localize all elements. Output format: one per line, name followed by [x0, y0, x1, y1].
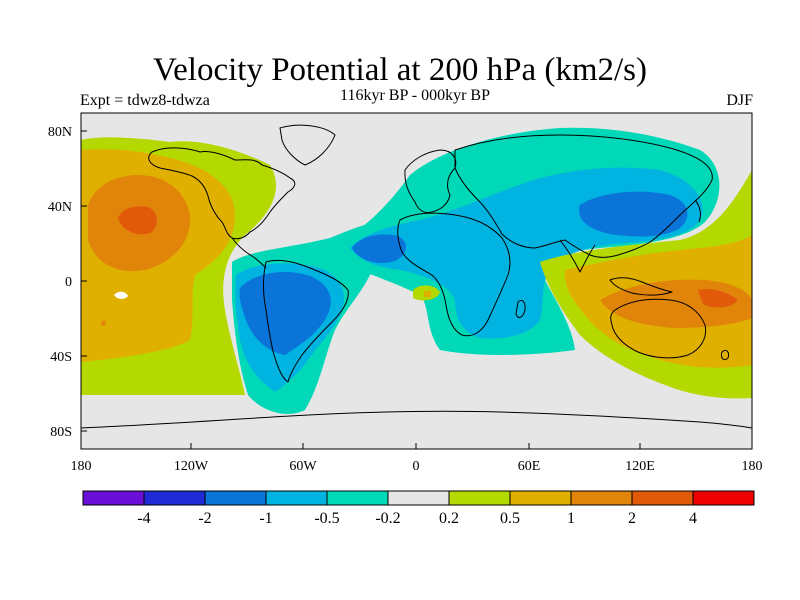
coast-india [559, 239, 596, 273]
colorbar-label: -0.2 [375, 510, 400, 527]
colorbar-label: -4 [137, 510, 150, 527]
coast-indonesia [609, 277, 673, 296]
coast-madagascar [515, 299, 526, 318]
colorbar-label: 2 [628, 510, 636, 527]
atlantic-negative-1 [352, 234, 406, 264]
colorbar-swatch [448, 490, 511, 506]
pacific-positive-2 [118, 206, 157, 235]
colorbar-label: 0.2 [439, 510, 459, 527]
westpac-positive-2 [698, 289, 738, 308]
colorbar-swatch [265, 490, 328, 506]
eurasia-negative-1 [579, 191, 688, 237]
pacific-small-orange [101, 320, 106, 326]
lon-axis: 180 120W 60W 0 60E 120E 180 [71, 443, 763, 474]
lon-label-0: 0 [413, 459, 420, 474]
experiment-label: Expt = tdwz8-tdwza [80, 92, 210, 109]
western-atlantic-negative [275, 247, 310, 255]
colorbar-swatch [326, 490, 389, 506]
colorbar-swatch [631, 490, 694, 506]
colorbar: -4 -2 -1 -0.5 -0.2 0.2 0.5 1 2 4 [82, 490, 755, 527]
lon-label-60e: 60E [518, 459, 541, 474]
coast-asia [454, 134, 713, 258]
lon-label-180w: 180 [71, 459, 92, 474]
colorbar-swatch [204, 490, 267, 506]
lon-label-120e: 120E [625, 459, 655, 474]
coast-australia [610, 298, 707, 359]
lat-label-eq: 0 [65, 275, 72, 290]
colorbar-swatch [692, 490, 755, 506]
coast-japan [694, 199, 701, 223]
colorbar-swatch [82, 490, 145, 506]
americas-negative-1 [239, 272, 331, 355]
colorbar-label: -2 [198, 510, 211, 527]
plot-subtitle: 116kyr BP - 000kyr BP [340, 87, 490, 104]
pacific-small-white [114, 291, 128, 299]
colorbar-swatch [387, 490, 450, 506]
lon-label-60w: 60W [289, 459, 317, 474]
lat-label-80n: 80N [48, 125, 72, 140]
colorbar-label: -1 [259, 510, 272, 527]
coast-antarctica [81, 410, 752, 429]
coast-africa [397, 212, 511, 337]
coast-north-america [148, 147, 296, 240]
lat-label-40s: 40S [50, 350, 72, 365]
colorbar-label: 0.5 [500, 510, 520, 527]
colorbar-label: -0.5 [314, 510, 339, 527]
contour-field [81, 113, 752, 449]
lat-label-40n: 40N [48, 200, 72, 215]
lon-label-180e: 180 [742, 459, 763, 474]
lat-label-80s: 80S [50, 425, 72, 440]
season-label: DJF [726, 92, 753, 109]
gulf-guinea-positive-0.5 [424, 291, 431, 297]
coast-europe [404, 149, 457, 213]
plot-title: Velocity Potential at 200 hPa (km2/s) [152, 52, 648, 88]
colorbar-label: 4 [689, 510, 697, 527]
coast-greenland [279, 124, 336, 166]
colorbar-swatch [143, 490, 206, 506]
lat-axis: 80N 40N 0 40S 80S [48, 125, 87, 440]
coast-south-america [262, 259, 349, 383]
coastlines [81, 124, 752, 429]
colorbar-swatch [509, 490, 572, 506]
colorbar-swatch [570, 490, 633, 506]
lon-label-120w: 120W [174, 459, 209, 474]
coast-new-zealand [721, 349, 729, 361]
coast-central-america [231, 237, 267, 269]
colorbar-label: 1 [567, 510, 575, 527]
